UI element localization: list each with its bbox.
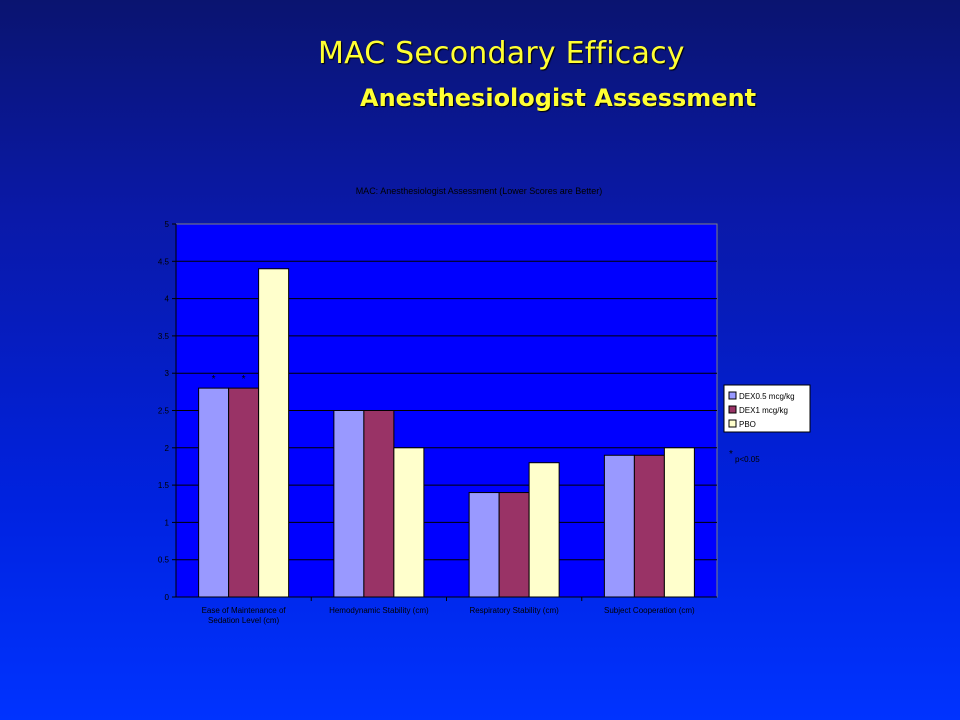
- footnote-text: p<0.05: [735, 455, 760, 464]
- bar: [498, 492, 530, 598]
- significance-marker: *: [242, 374, 246, 385]
- bar: [198, 387, 230, 598]
- slide-subtitle: Anesthesiologist Assessment: [360, 84, 757, 112]
- chart-title: MAC: Anesthesiologist Assessment (Lower …: [356, 186, 603, 196]
- bar: [603, 454, 635, 598]
- legend: DEX0.5 mcg/kg DEX1 mcg/kg PBO: [723, 384, 811, 433]
- bar: [393, 447, 425, 598]
- legend-box: [723, 384, 811, 433]
- significance-marker: *: [212, 374, 216, 385]
- y-tick-label: 4.5: [158, 257, 170, 266]
- legend-swatch: [728, 419, 737, 428]
- x-tick-label: Respiratory Stability (cm): [469, 606, 559, 615]
- y-tick-label: 0.5: [158, 556, 170, 565]
- bar: [633, 454, 665, 598]
- legend-label: DEX0.5 mcg/kg: [739, 392, 795, 401]
- legend-label: DEX1 mcg/kg: [739, 406, 788, 415]
- legend-swatch: [728, 391, 737, 400]
- y-tick-label: 2: [165, 444, 170, 453]
- bar: [528, 462, 560, 598]
- y-tick-label: 1.5: [158, 481, 170, 490]
- bar: [663, 447, 695, 598]
- bar: [333, 410, 365, 598]
- x-tick-label: Subject Cooperation (cm): [604, 606, 695, 615]
- y-tick-label: 3.5: [158, 332, 170, 341]
- x-tick-label: Sedation Level (cm): [208, 616, 279, 625]
- y-tick-label: 5: [165, 220, 170, 229]
- bar: [468, 492, 500, 598]
- plot-area-group: 0 0.5 1 1.5 2 2.5 3 3.5 4 4.5 5 * * Ease of Maintenan…: [158, 220, 718, 625]
- bar: [363, 410, 395, 598]
- footnote-marker: *: [729, 449, 733, 460]
- legend-swatch: [728, 405, 737, 414]
- y-tick-label: 1: [165, 518, 170, 527]
- bar: [258, 268, 290, 598]
- bar: [228, 387, 260, 598]
- y-tick-label: 0: [165, 593, 170, 602]
- y-tick-label: 2.5: [158, 407, 170, 416]
- slide-title: MAC Secondary Efficacy: [318, 36, 685, 71]
- y-tick-label: 3: [165, 369, 170, 378]
- x-tick-label: Ease of Maintenance of: [202, 606, 287, 615]
- x-tick-label: Hemodynamic Stability (cm): [329, 606, 429, 615]
- legend-label: PBO: [739, 420, 756, 429]
- y-tick-label: 4: [165, 295, 170, 304]
